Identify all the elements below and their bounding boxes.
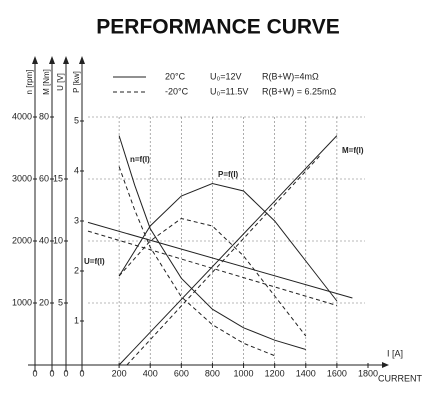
y-tick-label: 15: [53, 173, 63, 183]
x-tick-label: 1000: [234, 368, 254, 378]
x-axis-arrow: [382, 362, 389, 368]
curve: [118, 135, 338, 366]
curve-label: n=f(I): [130, 155, 150, 164]
y-axis-arrow: [79, 56, 85, 64]
y-tick-label: 1000: [12, 297, 32, 307]
y-tick-label: 20: [39, 297, 49, 307]
y-tick-label: 5: [58, 297, 63, 307]
y-axis-arrow: [63, 56, 69, 64]
y-tick-label: 2000: [12, 235, 32, 245]
legend-label: -20°C: [165, 86, 189, 96]
y-tick-label: 3000: [12, 173, 32, 183]
y-tick-label: 3: [74, 215, 79, 225]
y-axis-label: n [rpm]: [25, 70, 34, 95]
curve-label: M=f(I): [342, 146, 364, 155]
x-tick-label: 600: [174, 368, 189, 378]
y-tick-label: 0: [63, 368, 68, 378]
y-tick-label: 4: [74, 165, 79, 175]
y-tick-label: 0: [32, 368, 37, 378]
y-tick-label: 0: [49, 368, 54, 378]
x-tick-label: 1400: [296, 368, 316, 378]
y-axis-label: M [Nm]: [42, 69, 51, 95]
curve-dashed: [118, 166, 275, 357]
chart-title: PERFORMANCE CURVE: [96, 16, 339, 39]
x-axis-title: CURRENT: [378, 373, 423, 383]
curve: [87, 221, 353, 299]
x-tick-label: 1200: [265, 368, 285, 378]
curve-dashed: [87, 230, 338, 306]
y-tick-label: 2: [74, 265, 79, 275]
y-tick-label: 5: [74, 115, 79, 125]
curve: [118, 182, 338, 302]
curve-dashed: [126, 153, 322, 366]
x-tick-label: 800: [205, 368, 220, 378]
x-axis-label: I [A]: [387, 348, 403, 358]
legend-voltage: U₀=11.5V: [210, 86, 248, 96]
curve-dashed: [118, 217, 307, 337]
legend-resistance: R(B+W) = 6.25mΩ: [262, 86, 337, 96]
x-tick-label: 1600: [327, 368, 347, 378]
y-tick-label: 1: [74, 315, 79, 325]
curve: [118, 135, 306, 350]
curve-label: U=f(I): [84, 257, 105, 266]
curve-label: P=f(I): [218, 170, 239, 179]
y-tick-label: 80: [39, 111, 49, 121]
y-tick-label: 10: [53, 235, 63, 245]
y-axis-arrow: [32, 56, 38, 64]
y-tick-label: 60: [39, 173, 49, 183]
legend-voltage: U₀=12V: [210, 71, 242, 81]
y-tick-label: 0: [79, 368, 84, 378]
x-tick-label: 1800: [358, 368, 378, 378]
y-axis-label: U [V]: [56, 73, 65, 91]
y-axis-label: P [kw]: [72, 71, 81, 93]
legend-label: 20°C: [165, 71, 186, 81]
legend-resistance: R(B+W)=4mΩ: [262, 71, 319, 81]
y-axis-arrow: [49, 56, 55, 64]
y-tick-label: 40: [39, 235, 49, 245]
x-tick-label: 200: [112, 368, 127, 378]
x-tick-label: 400: [143, 368, 158, 378]
y-tick-label: 4000: [12, 111, 32, 121]
